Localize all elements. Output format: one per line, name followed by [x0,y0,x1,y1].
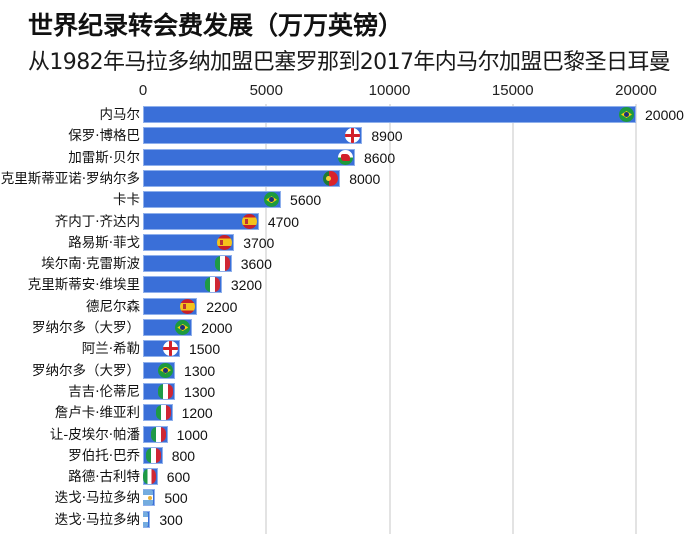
italy-flag-icon [204,277,220,293]
bar-label: 罗纳尔多（大罗） [32,320,140,336]
bar [143,191,282,209]
brazil-flag-icon [175,320,191,335]
x-tick-label: 10000 [368,82,411,99]
italy-flag-icon [214,256,230,272]
chart-subtitle: 从1982年马拉多纳加盟巴塞罗那到2017年内马尔加盟巴黎圣日耳曼 [28,50,671,75]
england-flag-icon [345,128,361,144]
gridline [635,104,637,534]
bar-label: 埃尔南·克雷斯波 [41,256,140,273]
bar-label: 克里斯蒂安·维埃里 [27,277,140,294]
bar-label: 齐内丁·齐达内 [54,213,140,230]
bar-value: 800 [171,447,196,464]
england-flag-icon [162,341,178,357]
bar-label: 加雷斯·贝尔 [68,149,140,166]
bar [143,148,355,166]
brazil-flag-icon [619,107,634,122]
bar-value: 1000 [176,426,208,443]
bar-label: 保罗·博格巴 [68,128,140,145]
italy-flag-icon [150,426,166,442]
bar-value: 600 [166,469,191,486]
bar-value: 1300 [184,383,216,400]
bar-label: 克里斯蒂亚诺·罗纳尔多 [0,170,140,187]
bar [143,212,259,230]
bar-label: 德尼尔森 [86,298,140,315]
x-tick-label: 20000 [615,82,657,99]
bar-value: 8900 [371,128,403,145]
argentina-flag-icon [143,490,154,506]
x-tick-label: 0 [138,82,148,99]
bar-label: 迭戈·马拉多纳 [54,490,140,507]
bar-value: 1500 [188,341,221,358]
bar-value: 4700 [267,213,299,230]
bar-value: 1300 [184,362,216,379]
bar-value: 300 [159,511,183,528]
gridline [388,104,391,534]
bar-label: 吉吉·伦蒂尼 [68,383,140,400]
bar-value: 500 [164,490,188,507]
spain-flag-icon [180,298,196,314]
brazil-flag-icon [264,192,280,208]
bar-value: 8600 [363,149,396,166]
bar-value: 3200 [230,277,263,294]
bar-value: 2200 [206,298,238,315]
bar [143,127,363,145]
gridline [265,104,268,534]
bar [143,276,222,294]
bar [143,255,232,273]
bar [143,169,341,187]
brazil-flag-icon [158,362,174,378]
bar-label: 詹卢卡·维亚利 [54,405,140,422]
bar-label: 罗伯托·巴乔 [68,447,140,464]
wales-flag-icon [337,149,353,165]
bar-value: 5600 [290,192,322,209]
spain-flag-icon [241,213,257,229]
bar-label: 路德·古利特 [68,469,140,486]
bar-value: 3700 [243,234,275,251]
bar-label: 内马尔 [99,107,141,123]
bar-value: 8000 [349,170,381,187]
spain-flag-icon [217,234,233,250]
italy-flag-icon [155,405,171,421]
portugal-flag-icon [323,170,339,186]
italy-flag-icon [158,383,174,399]
bar-value: 1200 [181,405,213,422]
x-tick-label: 5000 [249,82,283,99]
bar [143,106,636,123]
gridline [511,104,514,534]
bar-value: 3600 [240,256,272,273]
bar-value: 20000 [645,107,684,123]
chart-title: 世界纪录转会费发展（万万英镑） [28,11,404,40]
bar-label: 路易斯·菲戈 [68,234,140,251]
bar-value: 2000 [201,320,233,336]
bar-label: 阿兰·希勒 [81,341,140,358]
italy-flag-icon [145,447,161,463]
bar-label: 迭戈·马拉多纳 [54,511,140,528]
x-tick-label: 15000 [491,82,534,99]
argentina-flag-icon [143,511,149,527]
bar-label: 让-皮埃尔·帕潘 [49,426,140,443]
bar-label: 罗纳尔多（大罗） [32,362,140,379]
bar [143,233,235,251]
bar-label: 卡卡 [113,192,140,209]
italy-flag-icon [143,469,156,485]
